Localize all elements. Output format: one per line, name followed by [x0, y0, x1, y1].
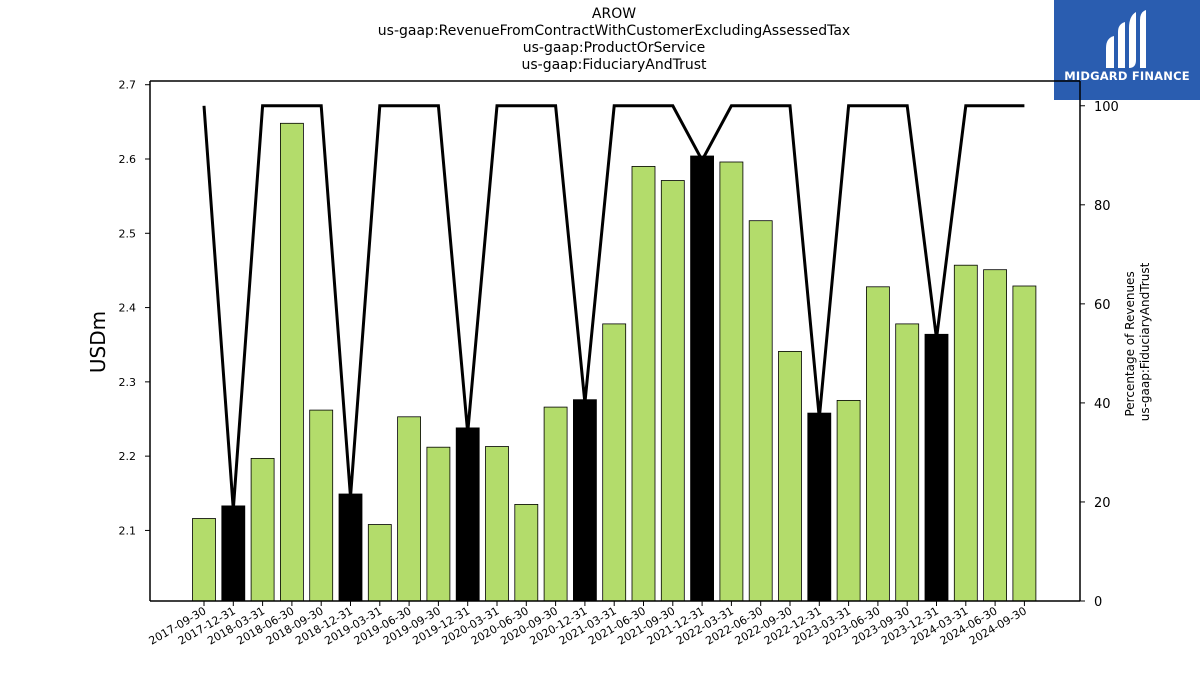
y-tick-label: 2.1 — [119, 524, 137, 537]
bar-2022-06-30 — [748, 220, 773, 602]
bar-2020-09-30 — [543, 406, 568, 602]
bar-2019-09-30 — [426, 446, 451, 602]
bar-2017-09-30 — [192, 518, 216, 602]
title-line-axis: us-gaap:ProductOrService — [522, 40, 706, 56]
y-tick-label: 2.6 — [119, 153, 137, 166]
line-series — [202, 104, 1025, 510]
bar-2023-03-31 — [836, 399, 861, 602]
bar-2019-12-31 — [455, 427, 480, 602]
bar-2018-06-30 — [279, 122, 304, 602]
bar-2022-12-31 — [807, 412, 832, 602]
bar-2021-12-31 — [690, 155, 714, 602]
bar-2019-03-31 — [367, 524, 392, 602]
logo-text: MIDGARD FINANCE — [1064, 69, 1190, 83]
bar-2018-12-31 — [338, 493, 363, 602]
bar-2021-09-30 — [660, 180, 685, 602]
midgard-finance-logo: MIDGARD FINANCE — [1054, 0, 1200, 100]
midgard-logo-icon — [1106, 10, 1146, 68]
y-tick-label: 2.5 — [119, 227, 137, 240]
bar-2024-09-30 — [1012, 285, 1037, 602]
y2-axis-label-line1: Percentage of Revenues — [1123, 271, 1137, 416]
chart-title: AROW us-gaap:RevenueFromContractWithCust… — [0, 6, 1200, 74]
title-line-company: AROW — [591, 6, 637, 22]
bar-2023-06-30 — [866, 286, 890, 602]
y2-tick-label: 60 — [1094, 298, 1111, 313]
bar-2023-12-31 — [924, 333, 949, 602]
bar-2021-03-31 — [602, 323, 627, 602]
y2-tick-label: 20 — [1094, 496, 1111, 511]
bar-2020-06-30 — [514, 503, 539, 602]
bar-2021-06-30 — [631, 165, 656, 602]
bar-2024-03-31 — [953, 264, 978, 602]
bar-2018-09-30 — [309, 409, 334, 602]
y-tick-label: 2.7 — [119, 79, 137, 92]
percentage-line — [202, 104, 1025, 510]
bar-2018-03-31 — [250, 457, 275, 602]
bar-2023-09-30 — [895, 323, 920, 602]
bar-series — [192, 122, 1037, 602]
y-tick-label: 2.2 — [119, 450, 137, 463]
y2-tick-label: 0 — [1094, 595, 1102, 610]
bar-2017-12-31 — [221, 505, 246, 602]
y-tick-label: 2.3 — [119, 376, 137, 389]
y-axis-label: USDm — [86, 311, 110, 373]
bar-2020-12-31 — [573, 399, 597, 602]
bar-2024-06-30 — [983, 269, 1007, 602]
y2-tick-label: 100 — [1094, 100, 1119, 115]
bar-2022-03-31 — [719, 161, 744, 602]
bar-2022-09-30 — [778, 350, 802, 602]
y2-tick-label: 40 — [1094, 397, 1111, 412]
title-line-concept: us-gaap:RevenueFromContractWithCustomerE… — [377, 23, 851, 39]
bar-2020-03-31 — [485, 446, 509, 602]
y2-axis-label: Percentage of Revenues us-gaap:Fiduciary… — [1123, 262, 1152, 421]
title-line-member: us-gaap:FiduciaryAndTrust — [521, 57, 707, 73]
y2-axis-label-line2: us-gaap:FiduciaryAndTrust — [1138, 262, 1152, 421]
bar-2019-06-30 — [397, 416, 422, 602]
y2-tick-label: 80 — [1094, 199, 1111, 214]
y-tick-label: 2.4 — [119, 302, 137, 315]
